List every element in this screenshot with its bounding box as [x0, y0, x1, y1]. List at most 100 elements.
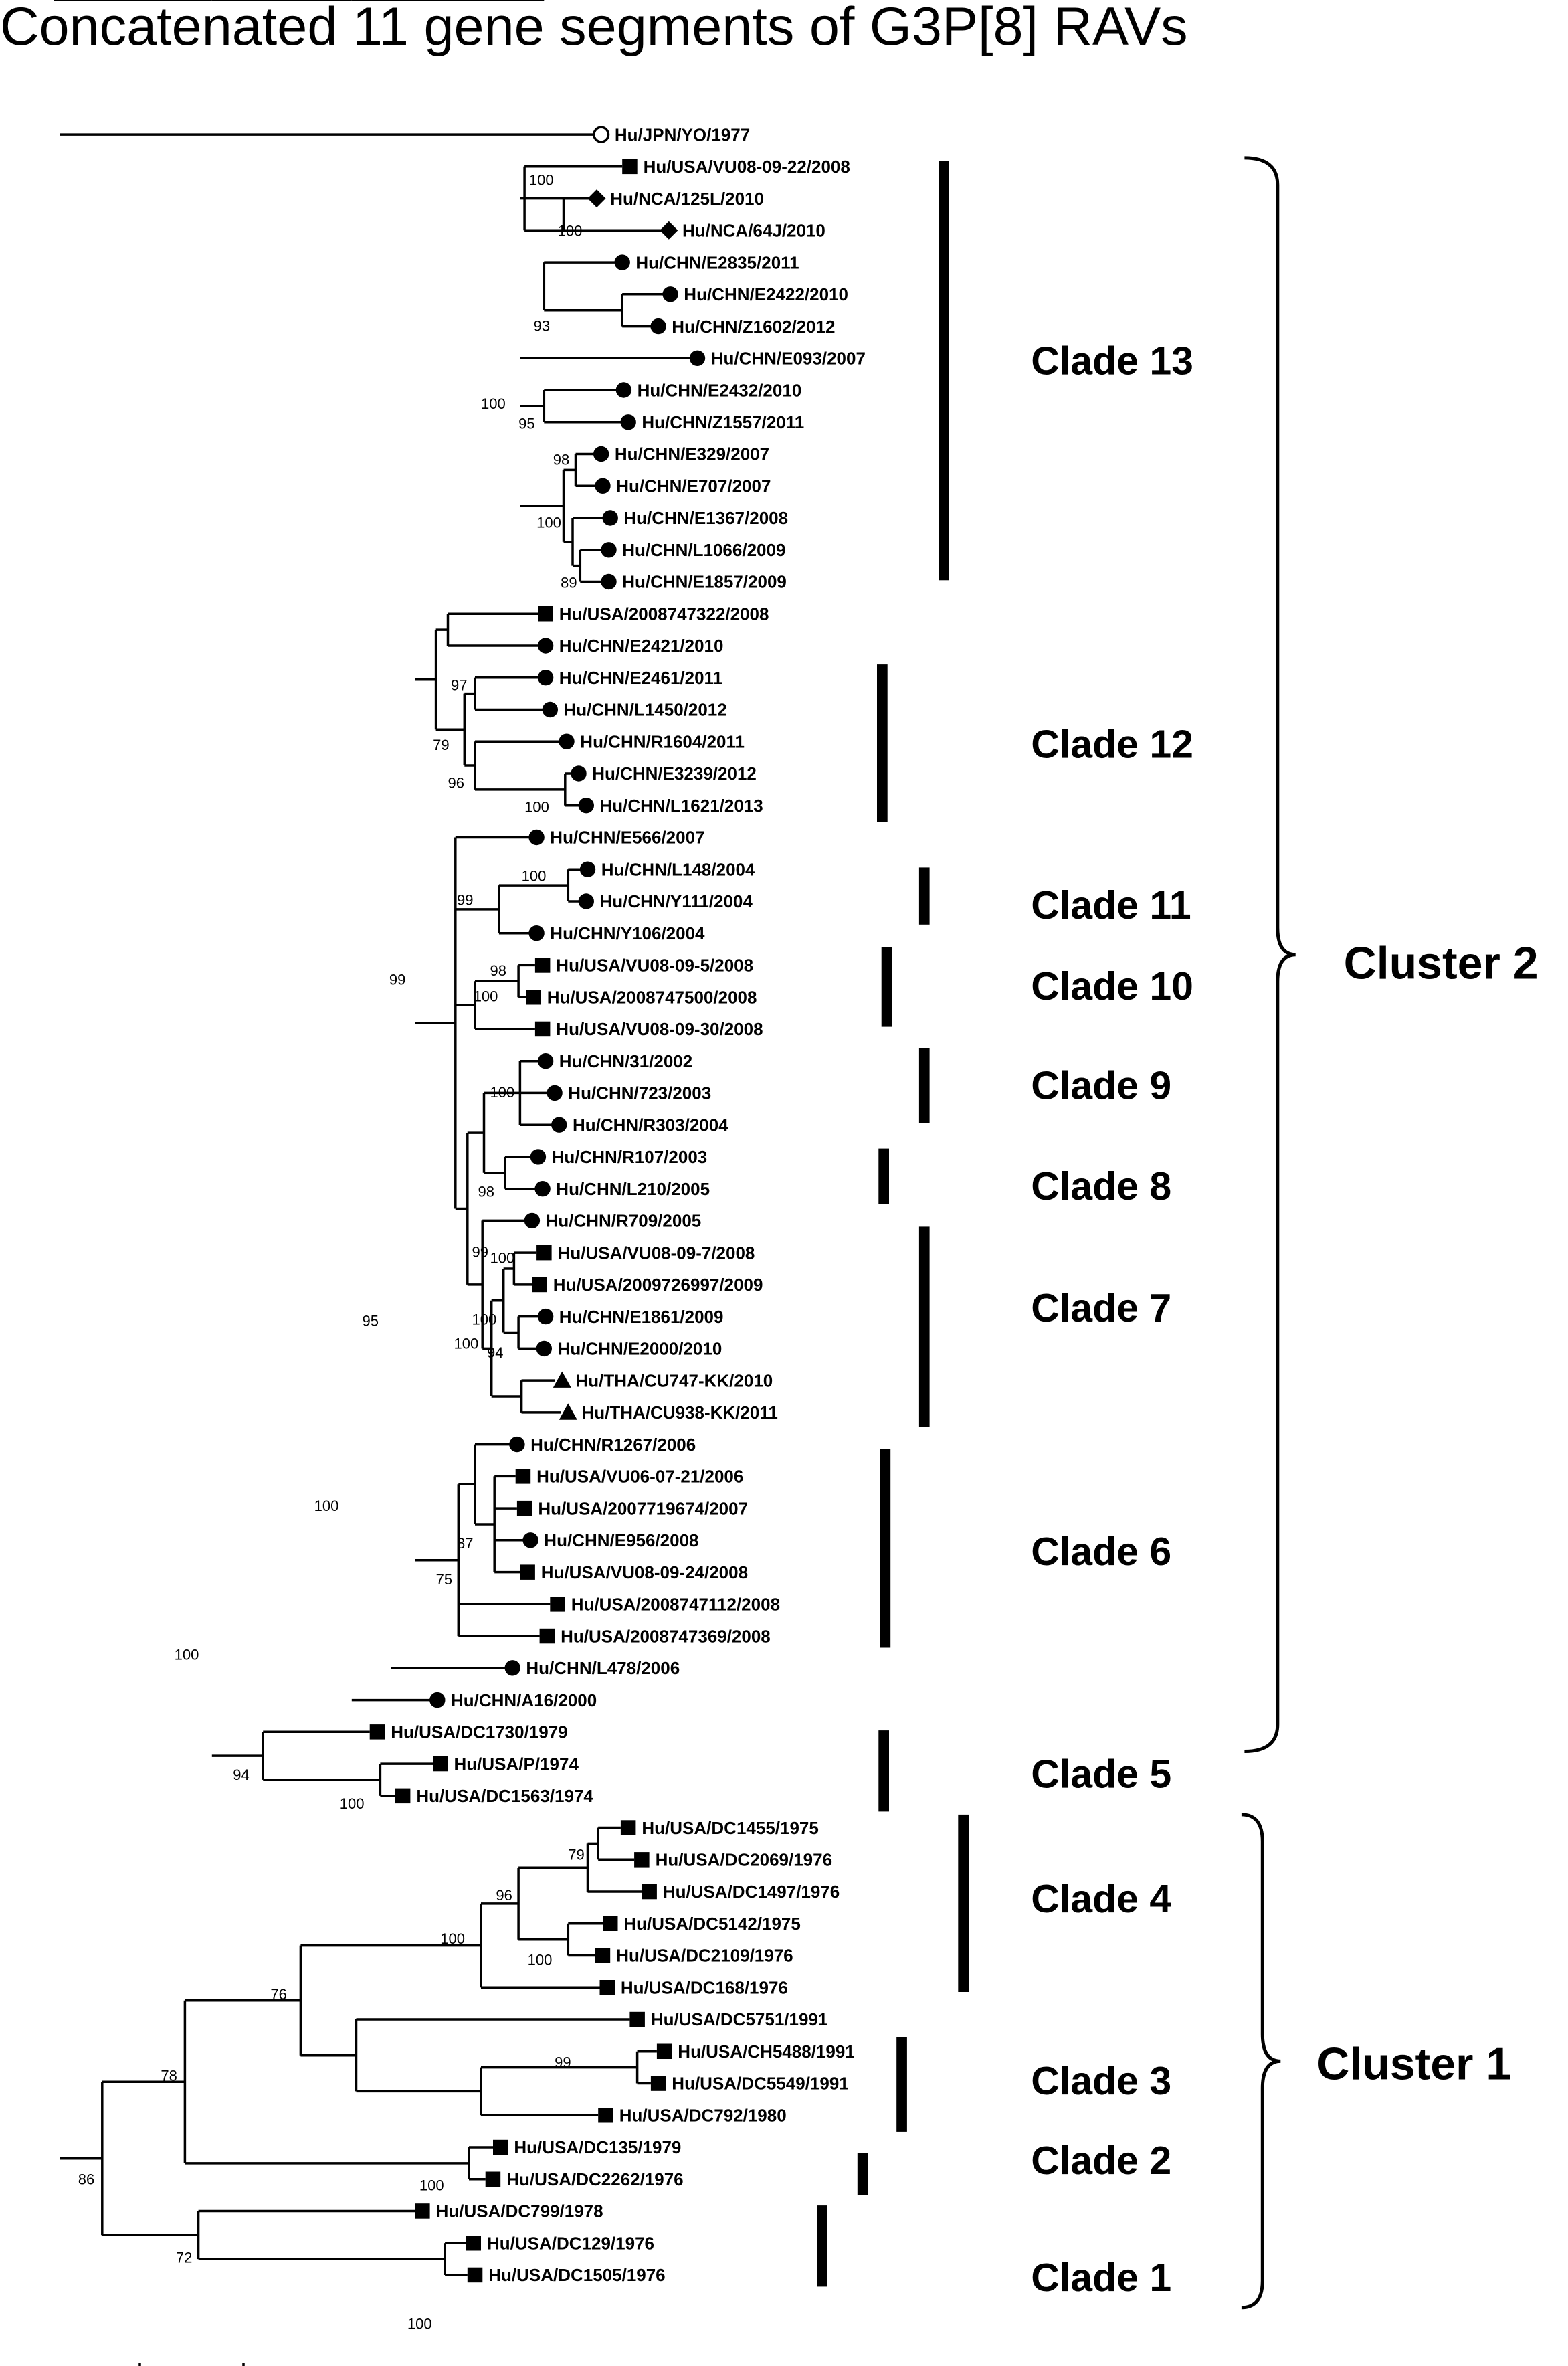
taxon-circle-marker: [528, 829, 545, 846]
taxon-label: Hu/USA/2008747369/2008: [561, 1626, 771, 1646]
taxon-label: Hu/THA/CU938-KK/2011: [582, 1402, 778, 1423]
taxon-square-marker: [536, 1245, 552, 1261]
bootstrap-value: 100: [440, 1930, 465, 1947]
taxon-label: Hu/NCA/125L/2010: [610, 189, 764, 209]
bootstrap-value: 72: [176, 2249, 192, 2266]
taxon-label: Hu/CHN/L478/2006: [526, 1658, 680, 1678]
clade-label: Clade 1: [1031, 2256, 1171, 2300]
taxon-label: Hu/CHN/A16/2000: [451, 1690, 597, 1710]
bootstrap-value: 79: [568, 1846, 584, 1863]
taxon-label: Hu/CHN/E2422/2010: [684, 284, 848, 304]
clade-label: Clade 13: [1031, 339, 1193, 383]
taxon-circle-marker: [504, 1660, 520, 1676]
bootstrap-value: 95: [363, 1313, 379, 1330]
taxon-label: Hu/USA/2008747112/2008: [571, 1595, 780, 1615]
taxon-circle-marker: [620, 414, 636, 430]
taxon-square-marker: [642, 1884, 657, 1900]
taxon-circle-marker: [429, 1692, 446, 1708]
taxon-label: Hu/CHN/Z1557/2011: [642, 412, 804, 432]
clade-bar: [877, 664, 888, 822]
taxon-circle-marker: [689, 350, 706, 366]
bootstrap-value: 98: [478, 1184, 494, 1200]
taxon-square-marker: [539, 1628, 555, 1644]
taxon-square-marker: [369, 1724, 385, 1740]
figure-title: Concatenated 11 gene segments of G3P[8] …: [0, 0, 1188, 57]
taxon-label: Hu/CHN/L1450/2012: [564, 700, 727, 720]
taxon-label: Hu/CHN/R303/2004: [573, 1115, 728, 1135]
bootstrap-value: 100: [454, 1335, 479, 1352]
taxon-triangle-marker: [559, 1403, 577, 1420]
taxon-square-marker: [467, 2267, 483, 2283]
taxon-circle-marker: [536, 1340, 552, 1357]
bootstrap-value: 99: [472, 1243, 488, 1260]
taxon-label: Hu/USA/CH5488/1991: [678, 2041, 854, 2062]
clade-bar: [918, 867, 930, 925]
taxon-label: Hu/CHN/E2461/2011: [559, 668, 722, 688]
taxon-label: Hu/USA/VU08-09-5/2008: [556, 955, 753, 976]
taxon-label: Hu/CHN/R1604/2011: [580, 731, 745, 751]
taxon-square-marker: [603, 1916, 618, 1931]
taxon-circle-marker: [579, 861, 596, 877]
taxon-circle-marker: [537, 638, 554, 654]
clade-bar: [817, 2205, 827, 2287]
taxon-label: Hu/USA/2007719674/2007: [538, 1498, 748, 1518]
taxon-label: Hu/USA/2009726997/2009: [553, 1275, 763, 1295]
taxon-label: Hu/NCA/64J/2010: [682, 221, 825, 241]
bootstrap-value: 100: [340, 1795, 365, 1812]
taxon-square-marker: [415, 2203, 430, 2219]
taxon-label: Hu/USA/DC2069/1976: [656, 1850, 832, 1870]
bootstrap-value: 99: [457, 892, 473, 909]
bootstrap-value: 100: [529, 171, 554, 188]
taxon-square-marker: [485, 2171, 501, 2187]
taxon-label: Hu/CHN/E1861/2009: [559, 1307, 724, 1327]
taxon-circle-marker: [524, 1212, 541, 1229]
bootstrap-value: 100: [407, 2315, 432, 2332]
taxon-label: Hu/CHN/E1367/2008: [623, 508, 788, 528]
taxon-label: Hu/CHN/E2835/2011: [635, 252, 799, 272]
taxon-circle-marker: [578, 798, 594, 814]
clade-label: Clade 5: [1031, 1752, 1171, 1796]
taxon-label: Hu/USA/DC1455/1975: [642, 1818, 818, 1838]
taxon-square-marker: [595, 1948, 611, 1963]
taxon-diamond-marker: [587, 189, 606, 208]
taxon-circle-marker: [595, 478, 611, 494]
taxon-label: Hu/USA/2008747322/2008: [559, 604, 769, 624]
taxon-label: Hu/USA/VU06-07-21/2006: [536, 1467, 743, 1487]
taxon-diamond-marker: [660, 221, 678, 240]
clade-label: Clade 12: [1031, 722, 1193, 766]
bootstrap-value: 93: [534, 317, 550, 334]
taxon-label: Hu/CHN/R107/2003: [552, 1147, 708, 1167]
taxon-label: Hu/CHN/L1066/2009: [622, 540, 785, 560]
taxon-label: Hu/USA/DC129/1976: [487, 2233, 654, 2253]
cluster-brace: [1241, 1813, 1281, 2310]
bootstrap-value: 100: [536, 515, 561, 531]
taxon-label: Hu/USA/DC5751/1991: [651, 2009, 827, 2029]
taxon-square-marker: [550, 1597, 565, 1612]
clade-label: Clade 2: [1031, 2138, 1171, 2183]
taxon-circle-marker: [614, 254, 630, 270]
taxon-square-marker: [629, 2011, 645, 2027]
taxon-square-marker: [466, 2236, 481, 2251]
bootstrap-value: 94: [487, 1344, 503, 1361]
taxon-label: Hu/CHN/Z1602/2012: [672, 316, 835, 337]
taxon-square-marker: [534, 1021, 551, 1037]
clade-label: Clade 11: [1031, 883, 1191, 927]
bootstrap-value: 87: [457, 1535, 473, 1552]
bootstrap-value: 96: [448, 774, 464, 791]
taxon-square-marker: [526, 990, 541, 1005]
bootstrap-value: 100: [558, 223, 583, 240]
taxon-square-marker: [534, 958, 551, 973]
taxon-circle-marker: [593, 446, 609, 462]
taxon-circle-marker: [537, 1308, 554, 1325]
bootstrap-value: 89: [561, 575, 577, 592]
taxon-label: Hu/CHN/31/2002: [559, 1051, 692, 1071]
taxon-square-marker: [622, 159, 638, 175]
clade-bar: [896, 2037, 907, 2132]
bootstrap-value: 78: [161, 2068, 177, 2084]
taxon-label: Hu/CHN/E329/2007: [615, 444, 769, 464]
taxon-label: Hu/USA/VU08-09-22/2008: [644, 157, 850, 177]
taxon-square-marker: [532, 1277, 547, 1293]
taxon-label: Hu/USA/DC2109/1976: [616, 1946, 793, 1966]
taxon-label: Hu/CHN/E3239/2012: [592, 763, 757, 784]
taxon-square-marker: [538, 606, 553, 622]
